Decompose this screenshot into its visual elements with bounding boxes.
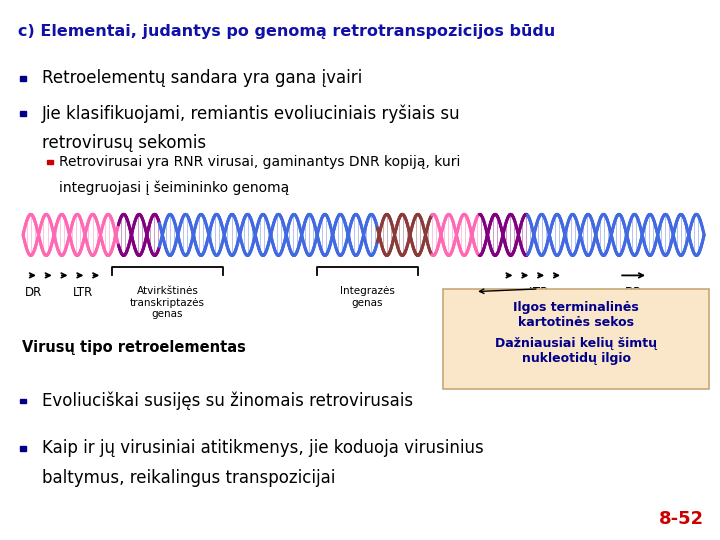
Text: 8-52: 8-52 [659, 510, 704, 528]
Text: retrovirusų sekomis: retrovirusų sekomis [42, 134, 206, 152]
Text: Ilgos terminalinės: Ilgos terminalinės [513, 301, 639, 314]
Text: c) Elementai, judantys po genomą retrotranspozicijos būdu: c) Elementai, judantys po genomą retrotr… [18, 24, 555, 39]
Text: Integrazės
genas: Integrazės genas [340, 286, 395, 308]
Text: Retrovirusai yra RNR virusai, gaminantys DNR kopiją, kuri: Retrovirusai yra RNR virusai, gaminantys… [59, 155, 460, 169]
Text: Evoliuciškai susijęs su žinomais retrovirusais: Evoliuciškai susijęs su žinomais retrovi… [42, 392, 413, 410]
Text: nukleotidų ilgio: nukleotidų ilgio [521, 352, 631, 365]
Text: Dažniausiai kelių šimtų: Dažniausiai kelių šimtų [495, 338, 657, 350]
Bar [20, 111, 27, 116]
Text: kartotinės sekos: kartotinės sekos [518, 316, 634, 329]
Text: Virusų tipo retroelementas: Virusų tipo retroelementas [22, 340, 246, 355]
Bar [47, 160, 53, 164]
Text: Atvirkštinės
transkriptazės
genas: Atvirkštinės transkriptazės genas [130, 286, 205, 319]
Text: LTR: LTR [73, 286, 93, 299]
Text: DR: DR [24, 286, 42, 299]
Bar [20, 446, 27, 451]
FancyBboxPatch shape [443, 289, 709, 389]
Text: Retroelementų sandara yra gana įvairi: Retroelementų sandara yra gana įvairi [42, 69, 362, 87]
Text: Kaip ir jų virusiniai atitikmenys, jie koduoja virusinius: Kaip ir jų virusiniai atitikmenys, jie k… [42, 439, 484, 457]
Text: integruojasi į šeimininko genomą: integruojasi į šeimininko genomą [59, 181, 289, 195]
Bar [20, 76, 27, 81]
Text: DR: DR [625, 286, 642, 299]
Bar [20, 399, 27, 403]
Text: baltymus, reikalingus transpozicijai: baltymus, reikalingus transpozicijai [42, 469, 335, 487]
Text: Jie klasifikuojami, remiantis evoliuciniais ryšiais su: Jie klasifikuojami, remiantis evoliucini… [42, 104, 460, 123]
Text: LTR: LTR [528, 286, 549, 299]
